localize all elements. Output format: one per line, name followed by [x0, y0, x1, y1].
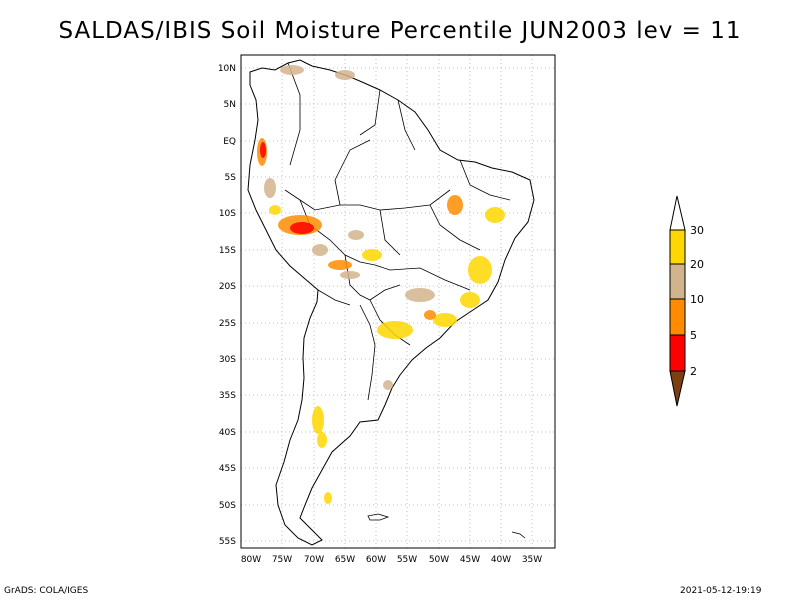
- lon-label: 60W: [366, 555, 386, 565]
- latitude-labels: 10N 5N EQ 5S 10S 15S 20S 25S 30S 35S 40S…: [218, 64, 236, 547]
- lat-label: 35S: [219, 391, 236, 401]
- lat-label: 15S: [219, 246, 236, 256]
- percentile-patch: [328, 260, 352, 270]
- country-borders: [284, 62, 511, 401]
- percentile-patch: [290, 222, 314, 234]
- colorbar: 30 20 10 5 2: [669, 195, 704, 407]
- percentile-patch: [269, 205, 281, 215]
- percentile-patch: [460, 292, 480, 308]
- lat-label: 25S: [219, 319, 236, 329]
- percentile-patch: [377, 321, 413, 339]
- percentile-patch: [264, 178, 276, 198]
- lon-label: 65W: [335, 555, 355, 565]
- lat-label: 50S: [219, 501, 236, 511]
- lat-label: 40S: [219, 428, 236, 438]
- south-america-coastline: [247, 59, 535, 546]
- colorbar-segment-10-20: [669, 263, 686, 300]
- lon-label: 55W: [397, 555, 417, 565]
- percentile-patch: [335, 70, 355, 80]
- percentile-patch: [340, 271, 360, 279]
- colorbar-label: 30: [690, 224, 704, 237]
- percentile-patch: [317, 432, 327, 448]
- lat-label: EQ: [223, 137, 236, 147]
- percentile-patch: [362, 249, 382, 261]
- lon-label: 40W: [491, 555, 511, 565]
- percentile-patch: [424, 310, 436, 320]
- percentile-patch: [485, 207, 505, 223]
- lon-label: 50W: [429, 555, 449, 565]
- percentile-patch: [280, 65, 304, 75]
- percentile-patch: [433, 313, 457, 327]
- lon-label: 70W: [304, 555, 324, 565]
- percentile-patch: [324, 492, 332, 504]
- percentile-patch: [312, 406, 324, 434]
- percentile-patch: [260, 142, 266, 158]
- percentile-patches: [257, 65, 505, 504]
- percentile-patch: [405, 288, 435, 302]
- colorbar-label: 10: [690, 293, 704, 306]
- percentile-patch: [348, 230, 364, 240]
- lat-label: 5N: [224, 100, 236, 110]
- lon-label: 45W: [460, 555, 480, 565]
- percentile-patch: [383, 380, 393, 390]
- lat-label: 20S: [219, 282, 236, 292]
- lat-label: 45S: [219, 464, 236, 474]
- colorbar-segment-2-5: [669, 334, 686, 372]
- islands: [367, 513, 526, 539]
- percentile-patch: [447, 195, 463, 215]
- plot-frame: [240, 54, 556, 549]
- lat-label: 5S: [225, 173, 237, 183]
- map-title: SALDAS/IBIS Soil Moisture Percentile JUN…: [58, 18, 742, 44]
- colorbar-segment-20-30: [669, 229, 686, 265]
- lat-label: 10N: [218, 64, 236, 74]
- longitude-labels: 80W 75W 70W 65W 60W 55W 50W 45W 40W 35W: [241, 555, 542, 565]
- percentile-patch: [468, 256, 492, 284]
- footer-timestamp: 2021-05-12-19:19: [680, 586, 762, 596]
- colorbar-label: 2: [690, 365, 697, 378]
- colorbar-bottom-triangle: [669, 370, 686, 407]
- lon-label: 35W: [522, 555, 542, 565]
- lat-label: 55S: [219, 537, 236, 547]
- lon-label: 80W: [241, 555, 261, 565]
- map-plot-area: [240, 54, 556, 549]
- lon-label: 75W: [272, 555, 292, 565]
- footer-credit: GrADS: COLA/IGES: [4, 586, 89, 596]
- colorbar-label: 20: [690, 258, 704, 271]
- colorbar-segment-5-10: [669, 298, 686, 336]
- lat-label: 30S: [219, 355, 236, 365]
- colorbar-label: 5: [690, 329, 697, 342]
- lat-label: 10S: [219, 209, 236, 219]
- colorbar-top-triangle: [669, 195, 686, 231]
- percentile-patch: [312, 244, 328, 256]
